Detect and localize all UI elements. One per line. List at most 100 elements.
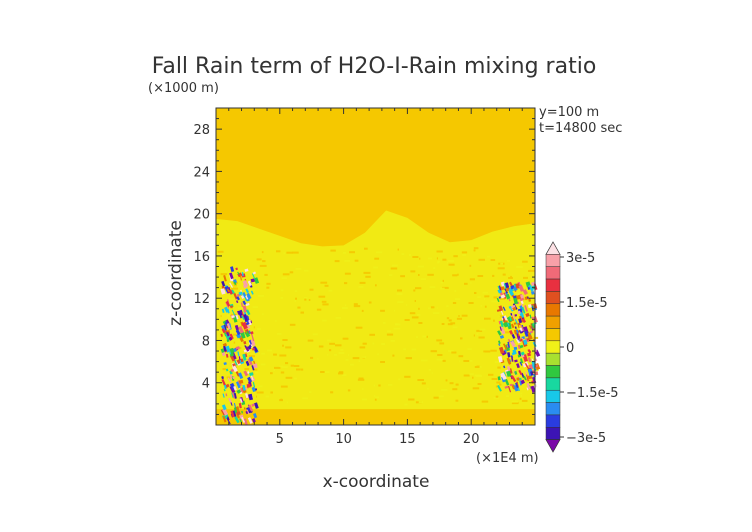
texture-streak: [420, 278, 427, 281]
x-axis-label: x-coordinate: [323, 472, 430, 492]
texture-streak: [430, 306, 435, 309]
cell-pixel: [250, 290, 254, 295]
cell-pixel: [518, 284, 525, 292]
texture-streak: [342, 251, 346, 254]
texture-streak: [442, 258, 447, 261]
cell-pixel: [245, 288, 250, 294]
cell-pixel: [531, 323, 536, 329]
texture-streak: [462, 254, 466, 256]
texture-streak: [357, 378, 365, 381]
cell-pixel: [529, 314, 532, 319]
cell-pixel: [498, 343, 501, 346]
cell-pixel: [504, 378, 510, 386]
texture-streak: [354, 259, 359, 262]
cell-pixel: [245, 302, 250, 307]
texture-streak: [511, 400, 518, 403]
cell-pixel: [246, 292, 252, 300]
annotation-y: y=100 m: [539, 105, 599, 120]
texture-streak: [401, 253, 405, 256]
cell-pixel: [238, 291, 243, 296]
cell-pixel: [519, 338, 523, 342]
texture-streak: [358, 285, 364, 288]
y-axis: 4 8 12 16 20 24 28: [193, 118, 535, 415]
texture-streak: [355, 326, 363, 329]
cell-pixel: [243, 407, 246, 410]
texture-streak: [448, 319, 452, 322]
texture-streak: [229, 367, 232, 370]
texture-streak: [318, 295, 326, 298]
texture-streak: [528, 270, 531, 272]
cell-pixel: [516, 333, 520, 340]
cell-pixel: [497, 355, 503, 363]
texture-streak: [393, 309, 395, 312]
cell-pixel: [240, 302, 244, 307]
texture-streak: [275, 319, 277, 322]
texture-streak: [369, 333, 375, 336]
texture-streak: [265, 395, 270, 398]
texture-streak: [390, 339, 395, 342]
texture-streak: [400, 275, 405, 278]
texture-streak: [296, 368, 301, 371]
texture-streak: [484, 305, 487, 308]
cell-pixel: [249, 344, 252, 348]
cell-pixel: [506, 370, 512, 377]
texture-streak: [502, 273, 506, 276]
cell-pixel: [516, 363, 520, 369]
texture-streak: [440, 287, 445, 290]
texture-streak: [461, 314, 468, 317]
cell-pixel: [524, 330, 529, 337]
cell-pixel: [233, 385, 237, 391]
cell-pixel: [222, 415, 227, 423]
texture-streak: [285, 362, 289, 365]
cell-pixel: [527, 375, 533, 380]
y-tick-label: 4: [202, 377, 210, 392]
texture-streak: [295, 267, 302, 270]
cell-pixel: [510, 370, 513, 373]
texture-streak: [349, 363, 354, 366]
texture-streak: [473, 247, 479, 250]
texture-streak: [498, 315, 501, 318]
cell-pixel: [534, 364, 539, 368]
cell-pixel: [247, 417, 253, 424]
texture-streak: [494, 361, 500, 363]
cell-pixel: [233, 292, 238, 300]
texture-streak: [484, 298, 486, 301]
cell-pixel: [246, 383, 251, 388]
cell-pixel: [251, 365, 255, 371]
texture-streak: [273, 353, 277, 356]
cell-pixel: [226, 288, 230, 293]
texture-streak: [320, 281, 328, 284]
cell-pixel: [222, 342, 228, 347]
cell-pixel: [241, 321, 248, 330]
cell-pixel: [510, 340, 517, 348]
cell-pixel: [517, 354, 521, 358]
texture-streak: [480, 304, 482, 307]
texture-streak: [412, 256, 419, 258]
texture-streak: [375, 396, 379, 399]
texture-streak: [446, 305, 449, 308]
texture-streak: [335, 316, 342, 319]
cell-pixel: [498, 296, 502, 299]
cell-pixel: [222, 393, 225, 398]
cell-pixel: [242, 280, 249, 287]
texture-streak: [426, 387, 429, 390]
texture-streak: [321, 300, 327, 303]
texture-streak: [222, 368, 227, 371]
cell-pixel: [251, 403, 255, 407]
texture-streak: [463, 360, 470, 362]
texture-streak: [344, 259, 351, 262]
cell-pixel: [236, 381, 241, 389]
cell-pixel: [528, 304, 532, 308]
texture-streak: [477, 383, 482, 385]
texture-streak: [478, 336, 485, 339]
texture-streak: [378, 384, 381, 387]
texture-streak: [452, 388, 458, 391]
texture-streak: [294, 290, 298, 293]
texture-streak: [374, 395, 376, 397]
cell-pixel: [527, 286, 531, 290]
cell-pixel: [247, 280, 252, 287]
y-tick-label: 8: [202, 334, 210, 349]
texture-streak: [440, 281, 444, 284]
cell-pixel: [500, 372, 507, 381]
cell-pixel: [227, 416, 230, 421]
